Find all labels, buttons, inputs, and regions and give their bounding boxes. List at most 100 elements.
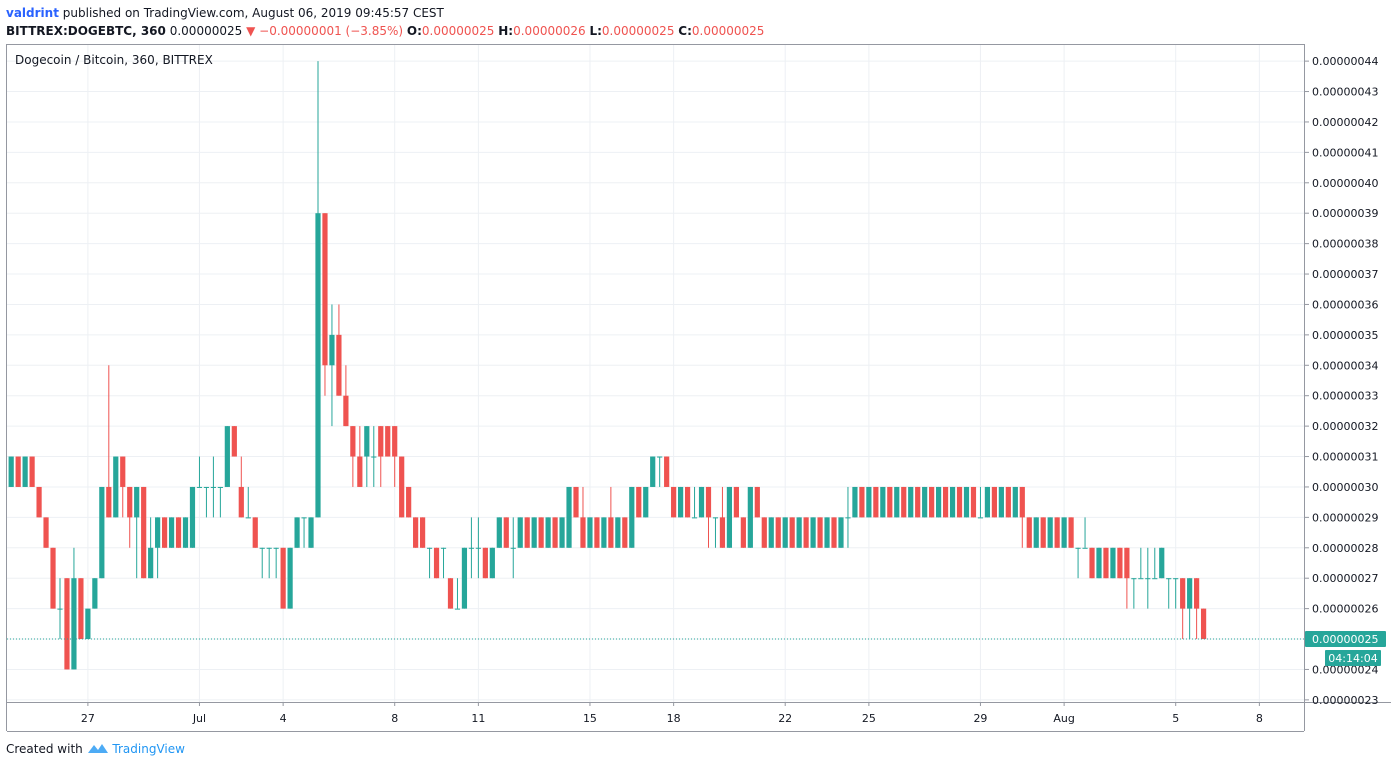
candle-body: [587, 517, 593, 548]
candle-body: [678, 486, 684, 518]
candle-body: [141, 486, 147, 579]
candle-body: [385, 426, 391, 457]
created: Created with: [6, 742, 83, 756]
published: published on TradingView.com, August 06,…: [62, 6, 444, 20]
candle-body: [984, 486, 991, 518]
candle-body: [747, 486, 753, 548]
y-tick-label: 0.00000033: [1312, 390, 1378, 403]
candle-body: [378, 426, 384, 457]
candle-body: [761, 517, 767, 548]
candle-body: [1200, 608, 1207, 640]
x-tick-label: 11: [471, 712, 485, 725]
candle-body: [155, 517, 161, 548]
candle-body: [8, 456, 14, 487]
countdown-box: [1325, 650, 1381, 667]
series-legend: Dogecoin / Bitcoin, 360, BITTREX: [15, 53, 213, 67]
candle-body: [894, 486, 900, 518]
y-tick-label: 0.00000035: [1312, 329, 1378, 342]
candle-body: [1019, 486, 1025, 518]
candle-body: [343, 395, 349, 427]
candle-body: [203, 486, 210, 488]
candle-body: [273, 547, 279, 549]
candle-body: [231, 426, 237, 457]
candle-body: [392, 426, 398, 457]
candle-body: [705, 486, 712, 518]
candle-body: [447, 578, 454, 609]
candle-body: [252, 517, 258, 548]
y-tick-label: 0.00000038: [1312, 238, 1378, 251]
candle-body: [594, 517, 600, 548]
last-price-box: [1305, 631, 1386, 648]
x-tick-label: 27: [81, 712, 95, 725]
candle-body: [1096, 547, 1102, 579]
candle-body: [915, 486, 921, 518]
candle-body: [873, 486, 879, 518]
candle-body: [315, 213, 321, 518]
candle-body: [754, 486, 760, 518]
y-tick-label: 0.00000043: [1312, 86, 1378, 99]
candle-body: [161, 517, 168, 548]
candle-body: [413, 517, 419, 548]
candle-body: [949, 486, 956, 518]
candle-body: [245, 517, 251, 519]
candle-body: [189, 486, 196, 548]
candle-body: [92, 578, 98, 609]
candle-body: [817, 517, 823, 548]
candle-body: [266, 547, 272, 549]
candle-body: [866, 486, 872, 518]
candle-body: [238, 486, 244, 518]
candle-body: [371, 456, 377, 458]
candle-body: [1138, 578, 1144, 580]
candle-body: [503, 517, 509, 548]
candle-body: [113, 456, 119, 518]
candle-body: [601, 517, 607, 548]
candle-body: [510, 547, 516, 549]
candle-body: [691, 517, 698, 519]
candle-body: [22, 456, 28, 487]
y-tick-label: 0.00000040: [1312, 177, 1378, 190]
candle-body: [454, 608, 461, 610]
ohlc-line: BITTREX:DOGEBTC, 360 0.00000025 ▼ −0.000…: [6, 22, 764, 40]
user[interactable]: valdrint: [6, 6, 59, 20]
o-label: O:: [406, 24, 422, 38]
candle-body: [684, 486, 691, 518]
candle-body: [175, 517, 182, 548]
candle-body: [1187, 578, 1193, 609]
y-tick-label: 0.00000024: [1312, 663, 1378, 676]
x-tick-label: 8: [1256, 712, 1263, 725]
candle-body: [106, 486, 112, 518]
candle-body: [796, 517, 802, 548]
candle-body: [99, 486, 105, 579]
candle-body: [134, 486, 140, 518]
candle-body: [120, 456, 126, 487]
candle-body: [657, 456, 663, 458]
candle-body: [148, 547, 154, 579]
candle-body: [1159, 547, 1165, 579]
candle-body: [43, 517, 49, 548]
h: 0.00000026: [513, 24, 586, 38]
candle-body: [852, 486, 858, 518]
candle-body: [622, 517, 628, 548]
candle-body: [336, 334, 342, 396]
candle-body: [719, 517, 726, 548]
brand[interactable]: TradingView: [112, 742, 185, 756]
candle-body: [901, 486, 907, 518]
y-tick-label: 0.00000034: [1312, 359, 1378, 372]
footer: Created with TradingView: [6, 742, 185, 756]
candle-body: [29, 456, 35, 487]
l: 0.00000025: [601, 24, 675, 38]
candle-body: [789, 517, 795, 548]
candle-body: [991, 486, 997, 518]
y-tick-label: 0.00000037: [1312, 268, 1378, 281]
candle-body: [85, 608, 91, 640]
candle-body: [36, 486, 42, 518]
candle-body: [50, 547, 56, 609]
y-tick-label: 0.00000029: [1312, 511, 1378, 524]
candle-body: [71, 578, 77, 670]
y-tick-label: 0.00000026: [1312, 603, 1378, 616]
candle-body: [15, 456, 21, 487]
y-tick-label: 0.00000023: [1312, 694, 1378, 707]
candle-body: [1026, 517, 1032, 548]
candle-body: [426, 547, 433, 549]
candle-body: [580, 517, 586, 548]
